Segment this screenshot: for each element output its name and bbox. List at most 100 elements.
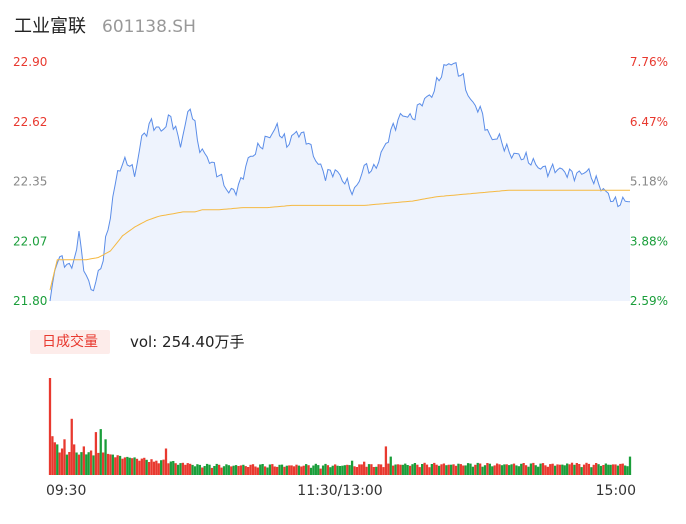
volume-bar: [445, 465, 448, 475]
volume-bar: [372, 467, 375, 475]
volume-bar: [230, 466, 233, 475]
volume-bar: [271, 464, 274, 475]
volume-bar: [210, 467, 214, 475]
volume-bar: [312, 465, 315, 475]
volume-bar: [365, 466, 368, 475]
volume-bar: [471, 466, 475, 475]
volume-bar: [60, 448, 64, 475]
volume-bar: [160, 460, 163, 475]
volume-bar: [587, 463, 591, 475]
volume-bar: [493, 465, 496, 475]
volume-bar: [544, 465, 547, 475]
volume-bar: [266, 467, 269, 475]
volume-bar: [295, 464, 298, 475]
volume-bar: [416, 464, 419, 475]
volume-bar: [237, 466, 240, 475]
volume-bar: [140, 458, 143, 475]
stock-code: 601138.SH: [102, 17, 196, 37]
volume-bar: [437, 465, 441, 475]
volume-bar: [498, 464, 501, 475]
volume-bar: [82, 446, 85, 475]
volume-bar: [401, 464, 404, 475]
volume-bar: [135, 458, 139, 475]
volume-bar: [167, 463, 170, 475]
volume-bar: [172, 461, 175, 475]
volume-bar: [99, 429, 102, 475]
volume-bar: [89, 450, 93, 475]
time-axis: 09:30 11:30/13:00 15:00: [46, 483, 636, 499]
volume-bar: [479, 463, 482, 475]
volume-bar: [379, 464, 383, 475]
volume-bar: [109, 454, 112, 475]
volume-bar: [358, 464, 361, 475]
volume-bar: [602, 465, 605, 475]
volume-bar: [131, 458, 134, 475]
volume-bar: [527, 466, 530, 475]
volume-bar: [561, 464, 564, 475]
volume-bar: [534, 465, 537, 475]
volume-bar: [621, 463, 624, 475]
volume-bar: [285, 465, 288, 475]
volume-bar: [599, 465, 603, 475]
volume-bar: [563, 465, 566, 475]
volume-bar: [392, 465, 395, 475]
volume-label: 日成交量: [42, 334, 98, 350]
volume-bar: [278, 464, 281, 475]
volume-bar: [48, 378, 52, 475]
volume-bar: [570, 462, 574, 475]
volume-bar: [244, 466, 247, 475]
volume-bar: [582, 464, 586, 475]
x-tick-label: 11:30/13:00: [297, 483, 382, 499]
y-tick-label: 22.35: [13, 175, 47, 189]
volume-bar: [609, 464, 612, 475]
volume-bar: [104, 439, 107, 475]
volume-bar: [147, 462, 151, 475]
volume-bar: [193, 466, 197, 475]
volume-bar: [280, 464, 284, 475]
volume-bar: [73, 444, 76, 475]
volume-bar: [440, 464, 443, 475]
y-tick-label: 22.07: [13, 234, 47, 248]
volume-bar: [428, 467, 431, 475]
volume-bar: [118, 455, 122, 475]
volume-bar: [457, 463, 460, 475]
volume-bar: [319, 468, 322, 475]
volume-bar: [249, 464, 252, 475]
y-tick-label: 21.80: [13, 294, 47, 308]
volume-bar: [152, 461, 156, 475]
volume-bar: [290, 465, 293, 475]
volume-bar: [242, 464, 245, 475]
volume-bar: [454, 465, 458, 475]
volume-bar: [590, 467, 593, 475]
volume-bar: [408, 465, 412, 475]
price-fill: [50, 62, 630, 302]
volume-bar: [53, 442, 56, 475]
volume-bar: [595, 463, 598, 475]
volume-bar: [389, 456, 392, 475]
volume-bar: [292, 466, 296, 475]
volume-bar: [329, 467, 332, 475]
volume-bar: [251, 464, 255, 475]
volume-bar: [215, 463, 218, 475]
volume-bar: [348, 465, 351, 475]
volume-bar: [580, 467, 583, 475]
volume-bar: [302, 465, 305, 475]
volume-bar: [268, 464, 272, 475]
volume-bar: [80, 452, 83, 475]
volume-bar: [505, 464, 508, 475]
volume-bar: [353, 466, 356, 475]
volume-bar: [556, 464, 559, 475]
volume-bar: [68, 452, 71, 475]
volume-bar: [259, 464, 262, 475]
price-axis-left: 22.90 22.62 22.35 22.07 21.80: [13, 55, 47, 308]
volume-bar: [164, 448, 168, 475]
volume-bar: [619, 463, 622, 475]
volume-bar: [406, 465, 409, 475]
volume-bar: [411, 464, 414, 475]
volume-bar: [75, 452, 78, 475]
volume-bar: [176, 464, 180, 475]
volume-bar: [97, 452, 100, 475]
volume-bar: [307, 465, 310, 475]
volume-bar: [452, 464, 455, 475]
volume-bar: [346, 464, 349, 475]
